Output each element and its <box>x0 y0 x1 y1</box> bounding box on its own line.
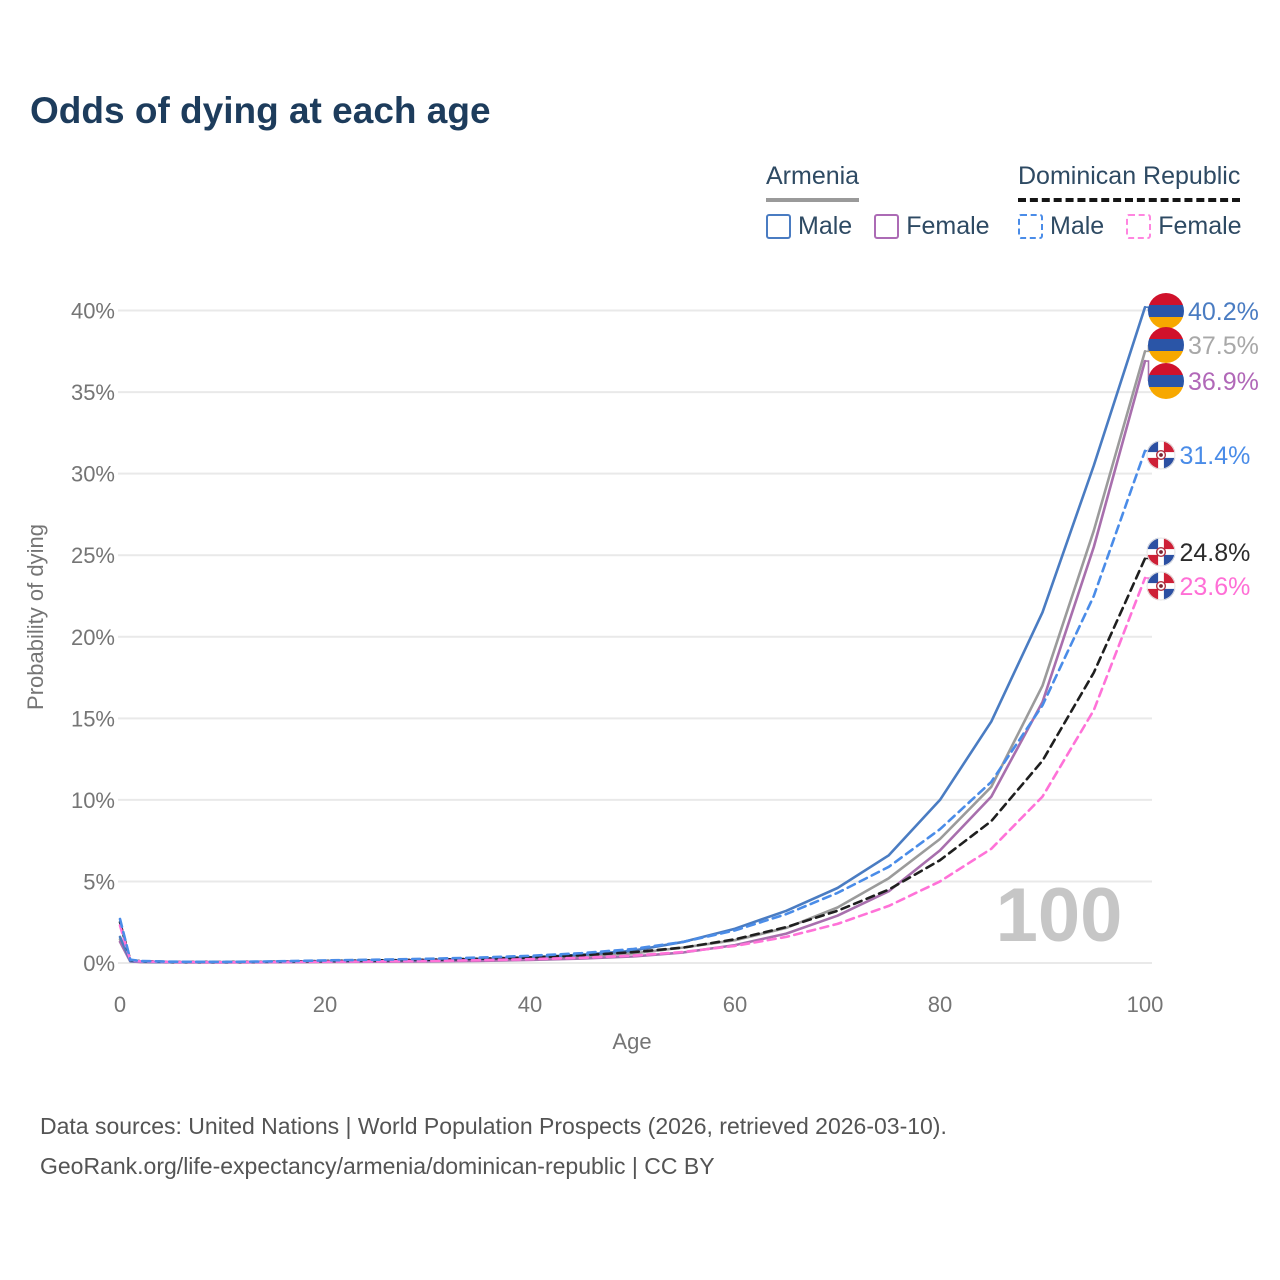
y-tick-label: 35% <box>71 380 115 405</box>
gridlines <box>118 309 1152 964</box>
legend-country-dominican-republic: Dominican Republic <box>1018 162 1241 202</box>
x-tick-label: 0 <box>114 992 126 1017</box>
y-tick-label: 15% <box>71 706 115 731</box>
y-tick-label: 25% <box>71 543 115 568</box>
series-line-armenia_female <box>118 359 1147 964</box>
dominican-republic-flag-icon <box>1146 571 1176 601</box>
x-tick-label: 40 <box>518 992 542 1017</box>
end-value-label-dr_male: 31.4% <box>1180 442 1251 470</box>
legend-item-label: Female <box>906 212 990 240</box>
y-tick-label: 20% <box>71 625 115 650</box>
y-axis-title: Probability of dying <box>23 524 48 710</box>
legend-item-dr-female[interactable]: Female <box>1126 212 1242 241</box>
dr-female-swatch-icon <box>1126 214 1152 239</box>
footer: Data sources: United Nations | World Pop… <box>40 1106 947 1186</box>
series-line-dr_female <box>118 576 1147 964</box>
end-value-label-armenia_female: 36.9% <box>1188 368 1259 396</box>
x-axis-title: Age <box>612 1029 651 1054</box>
end-value-label-armenia_both: 37.5% <box>1188 332 1259 360</box>
y-tick-label: 30% <box>71 462 115 487</box>
end-value-label-dr_female: 23.6% <box>1180 573 1251 601</box>
page-title: Odds of dying at each age <box>30 90 491 131</box>
y-tick-label: 40% <box>71 299 115 324</box>
y-tick-label: 5% <box>83 869 115 894</box>
legend-item-dr-male[interactable]: Male <box>1018 212 1104 241</box>
series-lines <box>118 305 1147 964</box>
armenia-flag-icon <box>1148 363 1184 399</box>
series-line-armenia_male <box>118 305 1147 964</box>
end-labels: 40.2% 37.5% 36.9% 31.4% 24.8% 23.6% <box>1145 293 1259 601</box>
y-tick-label: 10% <box>71 788 115 813</box>
x-tick-label: 80 <box>928 992 952 1017</box>
attribution-line: GeoRank.org/life-expectancy/armenia/domi… <box>40 1153 715 1179</box>
legend-item-label: Female <box>1158 212 1242 240</box>
series-line-armenia_both <box>118 349 1147 964</box>
armenia-flag-icon <box>1148 327 1184 363</box>
x-tick-label: 60 <box>723 992 747 1017</box>
data-source-line: Data sources: United Nations | World Pop… <box>40 1113 947 1139</box>
legend-item-armenia-female[interactable]: Female <box>874 212 990 241</box>
age-watermark: 100 <box>996 873 1123 958</box>
legend-item-armenia-male[interactable]: Male <box>766 212 852 241</box>
legend-group-armenia: Armenia Male Female <box>766 162 990 241</box>
end-value-label-armenia_male: 40.2% <box>1188 298 1259 326</box>
legend-group-dominican-republic: Dominican Republic Male Female <box>1018 162 1242 241</box>
series-line-dr_both <box>118 557 1147 964</box>
legend-item-label: Male <box>798 212 853 240</box>
legend-item-label: Male <box>1050 212 1105 240</box>
x-tick-label: 100 <box>1127 992 1164 1017</box>
series-line-dr_male <box>118 449 1147 964</box>
y-tick-label: 0% <box>83 951 115 976</box>
x-tick-label: 20 <box>313 992 337 1017</box>
dominican-republic-flag-icon <box>1146 537 1176 567</box>
dominican-republic-flag-icon <box>1146 440 1176 470</box>
axis-ticks: 0% 5% 10% 15% 20% 25% 30% 35% 40% 0 20 40 60 80 100 <box>71 299 1163 1018</box>
dr-male-swatch-icon <box>1018 214 1043 239</box>
legend-country-armenia: Armenia <box>766 162 860 202</box>
legend-items-dominican-republic: Male Female <box>1018 212 1242 241</box>
armenia-flag-icon <box>1148 293 1184 329</box>
end-value-label-dr_both: 24.8% <box>1180 539 1251 567</box>
armenia-male-swatch-icon <box>766 214 791 239</box>
legend-items-armenia: Male Female <box>766 212 990 241</box>
armenia-female-swatch-icon <box>874 214 900 239</box>
